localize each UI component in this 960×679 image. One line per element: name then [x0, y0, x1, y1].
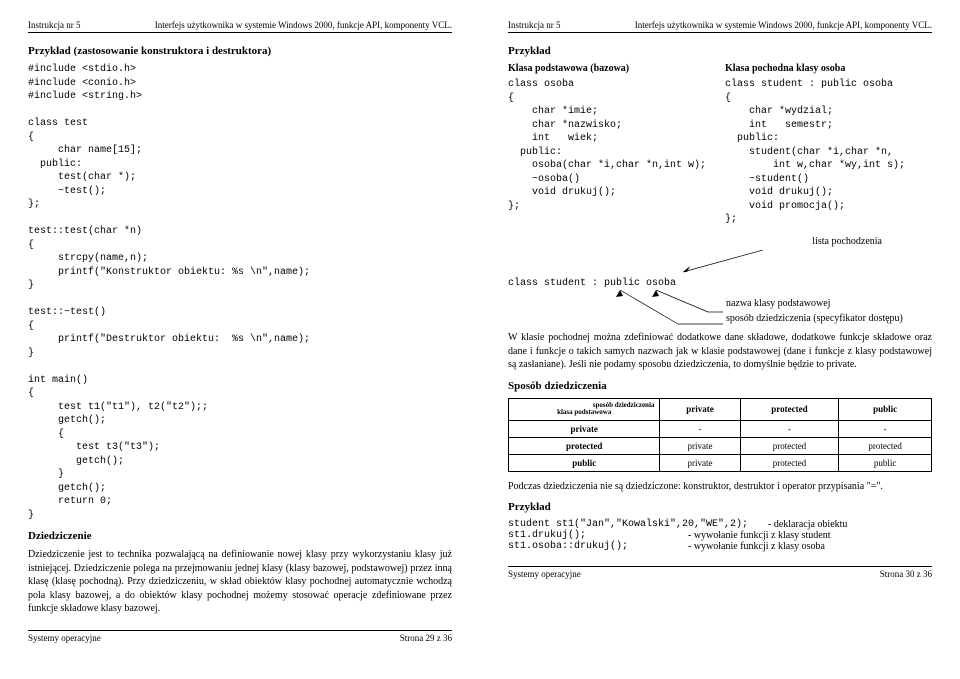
cell: - [740, 420, 839, 437]
page-left: Instrukcja nr 5 Interfejs użytkownika w … [0, 0, 480, 657]
footer-left: Systemy operacyjne Strona 29 z 36 [28, 630, 452, 643]
arrow-lista-icon [508, 250, 932, 274]
ex-comment-1: - deklaracja obiektu [768, 519, 847, 530]
header-left-text: Instrukcja nr 5 [28, 20, 80, 30]
header-right-text2: Interfejs użytkownika w systemie Windows… [635, 20, 932, 30]
row-label-2: public [509, 454, 660, 471]
header-right-text: Interfejs użytkownika w systemie Windows… [155, 20, 452, 30]
pages-container: Instrukcja nr 5 Interfejs użytkownika w … [0, 0, 960, 657]
row-label-0: private [509, 420, 660, 437]
cell: protected [839, 437, 932, 454]
ex-comment-2: - wywołanie funkcji z klasy student [688, 530, 830, 541]
header-left-text2: Instrukcja nr 5 [508, 20, 560, 30]
page-right: Instrukcja nr 5 Interfejs użytkownika w … [480, 0, 960, 657]
class-columns: Klasa podstawowa (bazowa) class osoba { … [508, 63, 932, 231]
left-title-2: Dziedziczenie [28, 530, 452, 542]
base-class-col: Klasa podstawowa (bazowa) class osoba { … [508, 63, 715, 231]
example-lines: student st1("Jan","Kowalski",20,"WE",2);… [508, 519, 932, 552]
ex-comment-3: - wywołanie funkcji z klasy osoba [688, 541, 825, 552]
left-code-block: #include <stdio.h> #include <conio.h> #i… [28, 63, 452, 522]
footer-right: Systemy operacyjne Strona 30 z 36 [508, 566, 932, 579]
header-left: Instrukcja nr 5 Interfejs użytkownika w … [28, 20, 452, 33]
col-header-0: private [660, 398, 740, 420]
corner-bottom: klasa podstawowa [514, 409, 654, 417]
cell: - [660, 420, 740, 437]
left-paragraph: Dziedziczenie jest to technika pozwalają… [28, 548, 452, 616]
right-para-1: W klasie pochodnej można zdefiniować dod… [508, 331, 932, 372]
derived-class-code: class student : public osoba { char *wyd… [725, 78, 932, 227]
header-right-page: Instrukcja nr 5 Interfejs użytkownika w … [508, 20, 932, 33]
derived-class-col: Klasa pochodna klasy osoba class student… [725, 63, 932, 231]
cell: - [839, 420, 932, 437]
inherit-annotation: lista pochodzenia class student : public… [508, 235, 932, 326]
annot-lista: lista pochodzenia [508, 235, 932, 248]
ex-code-1: student st1("Jan","Kowalski",20,"WE",2); [508, 519, 768, 530]
table-corner: sposób dziedziczenia klasa podstawowa [509, 398, 660, 420]
annot-sposob: sposób dziedziczenia (specyfikator dostę… [726, 312, 932, 325]
cell: protected [740, 454, 839, 471]
right-title-1: Przykład [508, 45, 932, 57]
left-title-1: Przykład (zastosowanie konstruktora i de… [28, 45, 452, 57]
row-label-1: protected [509, 437, 660, 454]
footer-left-text: Systemy operacyjne [28, 633, 101, 643]
col-header-2: public [839, 398, 932, 420]
base-class-label: Klasa podstawowa (bazowa) [508, 63, 715, 74]
table-header-row: sposób dziedziczenia klasa podstawowa pr… [509, 398, 932, 420]
right-title-3: Przykład [508, 501, 932, 513]
table-row: private - - - [509, 420, 932, 437]
ex-code-3: st1.osoba::drukuj(); [508, 541, 688, 552]
cell: private [660, 454, 740, 471]
right-title-2: Sposób dziedziczenia [508, 380, 932, 392]
col-header-1: protected [740, 398, 839, 420]
footer-page-left: Strona 29 z 36 [400, 633, 452, 643]
inherit-line: class student : public osoba [508, 277, 932, 291]
ex-code-2: st1.drukuj(); [508, 530, 688, 541]
right-para-2: Podczas dziedziczenia nie są dziedziczon… [508, 480, 932, 494]
cell: private [660, 437, 740, 454]
base-class-code: class osoba { char *imie; char *nazwisko… [508, 78, 715, 213]
footer-page-right: Strona 30 z 36 [880, 569, 932, 579]
table-row: public private protected public [509, 454, 932, 471]
inheritance-table: sposób dziedziczenia klasa podstawowa pr… [508, 398, 932, 472]
cell: public [839, 454, 932, 471]
derived-class-label: Klasa pochodna klasy osoba [725, 63, 932, 74]
table-row: protected private protected protected [509, 437, 932, 454]
cell: protected [740, 437, 839, 454]
footer-left-text2: Systemy operacyjne [508, 569, 581, 579]
